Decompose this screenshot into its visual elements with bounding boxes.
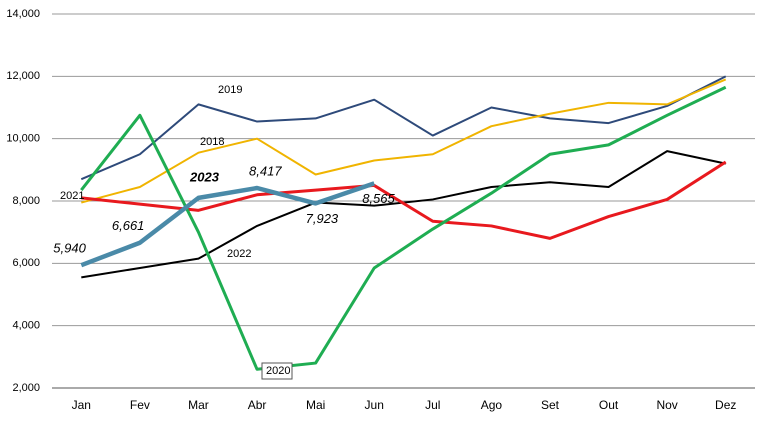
x-tick-label: Mai [306, 398, 325, 412]
series-line [81, 78, 727, 204]
x-tick-label: Fev [130, 398, 150, 412]
x-tick-label: Abr [248, 398, 267, 412]
data-label: 6,661 [112, 218, 145, 233]
y-tick-label: 12,000 [6, 70, 40, 82]
series-label: 2020 [266, 365, 290, 377]
x-tick-label: Jul [425, 398, 440, 412]
series-label: 2022 [227, 248, 251, 260]
series-label: 2019 [218, 84, 242, 96]
data-label: 8,417 [249, 163, 282, 178]
data-label: 5,940 [53, 241, 86, 256]
x-tick-label: Mar [188, 398, 209, 412]
label-box [261, 362, 293, 380]
y-tick-label: 14,000 [6, 8, 40, 20]
x-tick-label: Nov [656, 398, 677, 412]
series-label: 2021 [60, 190, 84, 202]
y-tick-label: 10,000 [6, 133, 40, 145]
series-line [80, 75, 727, 181]
x-tick-label: Jan [72, 398, 91, 412]
data-label: 8,565 [362, 191, 395, 206]
series-label: 2023 [189, 169, 220, 184]
series-label: 2018 [200, 136, 224, 148]
series-line [80, 181, 375, 268]
y-tick-label: 6,000 [12, 257, 40, 269]
series-line [81, 160, 727, 240]
data-label: 7,923 [306, 211, 339, 226]
x-tick-label: Set [541, 398, 560, 412]
x-tick-label: Out [599, 398, 619, 412]
y-tick-label: 4,000 [12, 320, 40, 332]
y-tick-label: 2,000 [12, 382, 40, 394]
y-tick-label: 8,000 [12, 195, 40, 207]
x-tick-label: Jun [365, 398, 384, 412]
x-tick-label: Ago [481, 398, 503, 412]
x-tick-label: Dez [715, 398, 736, 412]
series-line [80, 85, 727, 371]
